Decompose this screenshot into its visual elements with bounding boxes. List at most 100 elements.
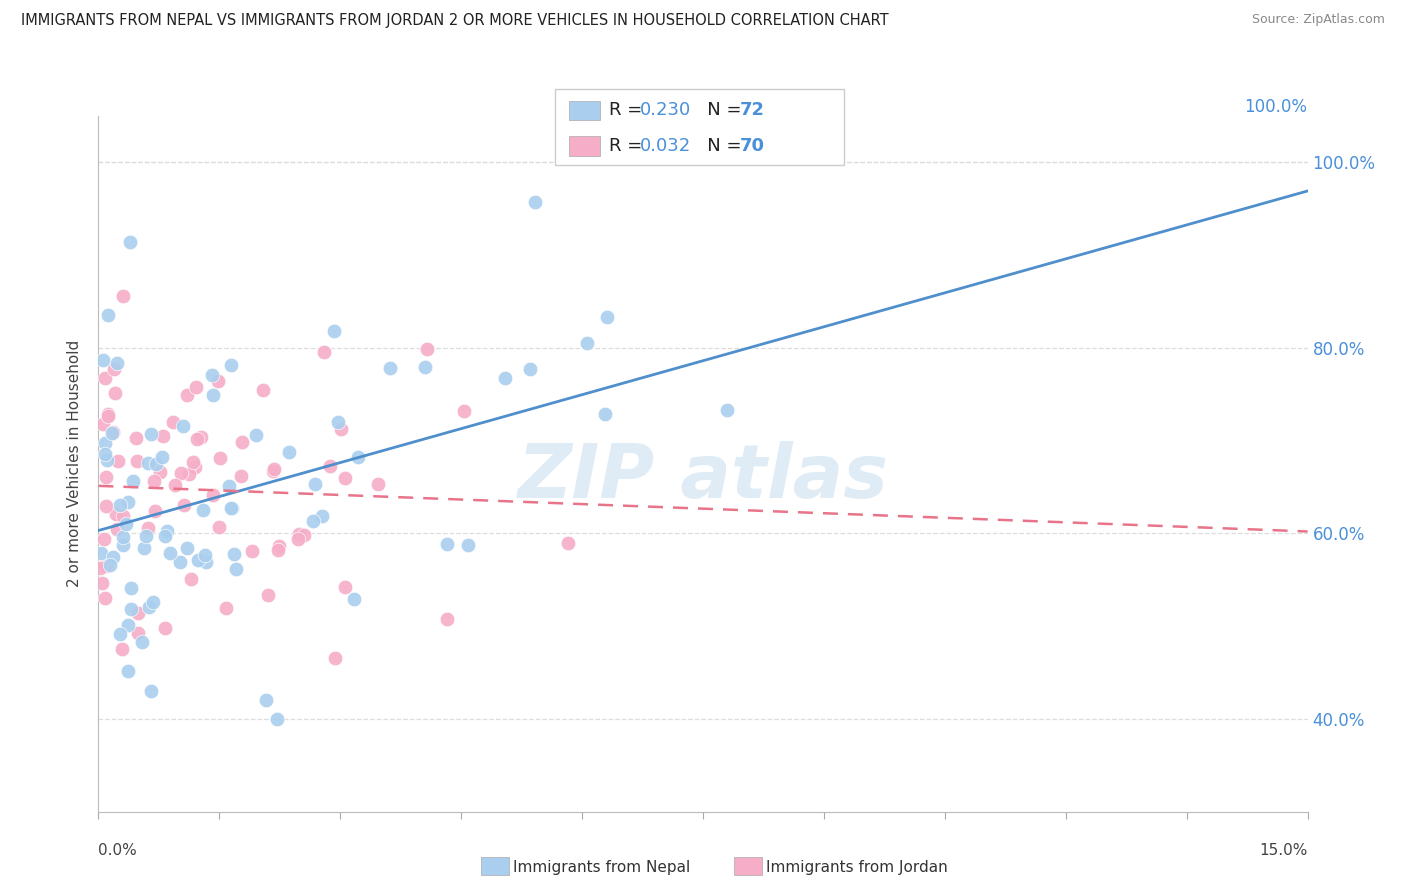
Point	[125, 431, 148, 445]
Text: Immigrants from Jordan: Immigrants from Jordan	[766, 861, 948, 875]
Point	[112, 538, 135, 552]
Point	[120, 581, 142, 595]
Point	[221, 501, 243, 516]
Point	[94, 591, 117, 606]
Point	[519, 362, 541, 376]
Text: 72: 72	[740, 102, 765, 120]
Point	[208, 520, 231, 534]
Point	[225, 562, 247, 576]
Point	[302, 514, 325, 528]
Point	[716, 402, 738, 417]
Point	[94, 436, 117, 450]
Point	[104, 386, 127, 401]
Point	[155, 524, 177, 538]
Point	[127, 453, 149, 467]
Y-axis label: 2 or more Vehicles in Household: 2 or more Vehicles in Household	[67, 340, 83, 588]
Point	[195, 556, 218, 570]
Point	[93, 532, 115, 546]
Point	[93, 353, 115, 368]
Text: N =: N =	[690, 102, 748, 120]
Point	[159, 546, 181, 560]
Point	[165, 477, 187, 491]
Point	[304, 477, 326, 491]
Text: 0.0%: 0.0%	[98, 843, 138, 858]
Point	[252, 383, 274, 397]
Point	[94, 371, 117, 385]
Point	[152, 450, 174, 464]
Point	[153, 529, 176, 543]
Point	[172, 419, 194, 434]
Point	[292, 528, 315, 542]
Point	[323, 651, 346, 665]
Point	[278, 445, 301, 459]
Text: 100.0%: 100.0%	[1244, 98, 1308, 116]
Point	[180, 572, 202, 586]
Point	[96, 470, 118, 484]
Point	[335, 471, 357, 485]
Point	[145, 458, 167, 472]
Point	[101, 425, 124, 440]
Point	[120, 235, 142, 249]
Point	[94, 500, 117, 514]
Point	[107, 454, 129, 468]
Point	[494, 370, 516, 384]
Point	[413, 359, 436, 374]
Point	[98, 558, 121, 572]
Point	[240, 544, 263, 558]
Point	[110, 626, 132, 640]
Point	[110, 498, 132, 512]
Point	[127, 626, 149, 640]
Text: 70: 70	[740, 137, 765, 155]
Point	[207, 374, 229, 388]
Point	[139, 683, 162, 698]
Point	[135, 529, 157, 543]
Point	[103, 362, 125, 376]
Point	[201, 488, 224, 502]
Point	[322, 324, 344, 338]
Point	[266, 542, 288, 557]
Point	[190, 430, 212, 444]
Text: IMMIGRANTS FROM NEPAL VS IMMIGRANTS FROM JORDAN 2 OR MORE VEHICLES IN HOUSEHOLD : IMMIGRANTS FROM NEPAL VS IMMIGRANTS FROM…	[21, 13, 889, 29]
Text: N =: N =	[690, 137, 748, 155]
Point	[117, 664, 139, 678]
Point	[266, 712, 288, 726]
Point	[117, 618, 139, 632]
Point	[193, 503, 215, 517]
Point	[103, 549, 125, 564]
Point	[139, 426, 162, 441]
Point	[288, 527, 311, 541]
Point	[97, 409, 120, 424]
Point	[117, 494, 139, 508]
Point	[112, 530, 135, 544]
Point	[267, 540, 290, 554]
Point	[134, 541, 156, 556]
Point	[152, 429, 174, 443]
Point	[131, 635, 153, 649]
Point	[328, 415, 350, 429]
Point	[184, 460, 207, 475]
Point	[596, 310, 619, 324]
Point	[335, 580, 357, 594]
Point	[176, 388, 198, 402]
Point	[453, 404, 475, 418]
Point	[186, 432, 208, 446]
Text: ZIP atlas: ZIP atlas	[517, 442, 889, 515]
Point	[105, 522, 128, 536]
Point	[208, 450, 231, 465]
Point	[162, 416, 184, 430]
Point	[557, 536, 579, 550]
Point	[176, 541, 198, 555]
Point	[170, 467, 193, 481]
Point	[184, 380, 207, 394]
Point	[104, 508, 127, 522]
Point	[90, 546, 112, 560]
Point	[89, 560, 111, 574]
Text: R =: R =	[609, 102, 648, 120]
Point	[122, 475, 145, 489]
Point	[114, 516, 136, 531]
Point	[343, 591, 366, 606]
Point	[219, 359, 242, 373]
Point	[312, 345, 335, 359]
Point	[181, 455, 204, 469]
Point	[231, 434, 253, 449]
